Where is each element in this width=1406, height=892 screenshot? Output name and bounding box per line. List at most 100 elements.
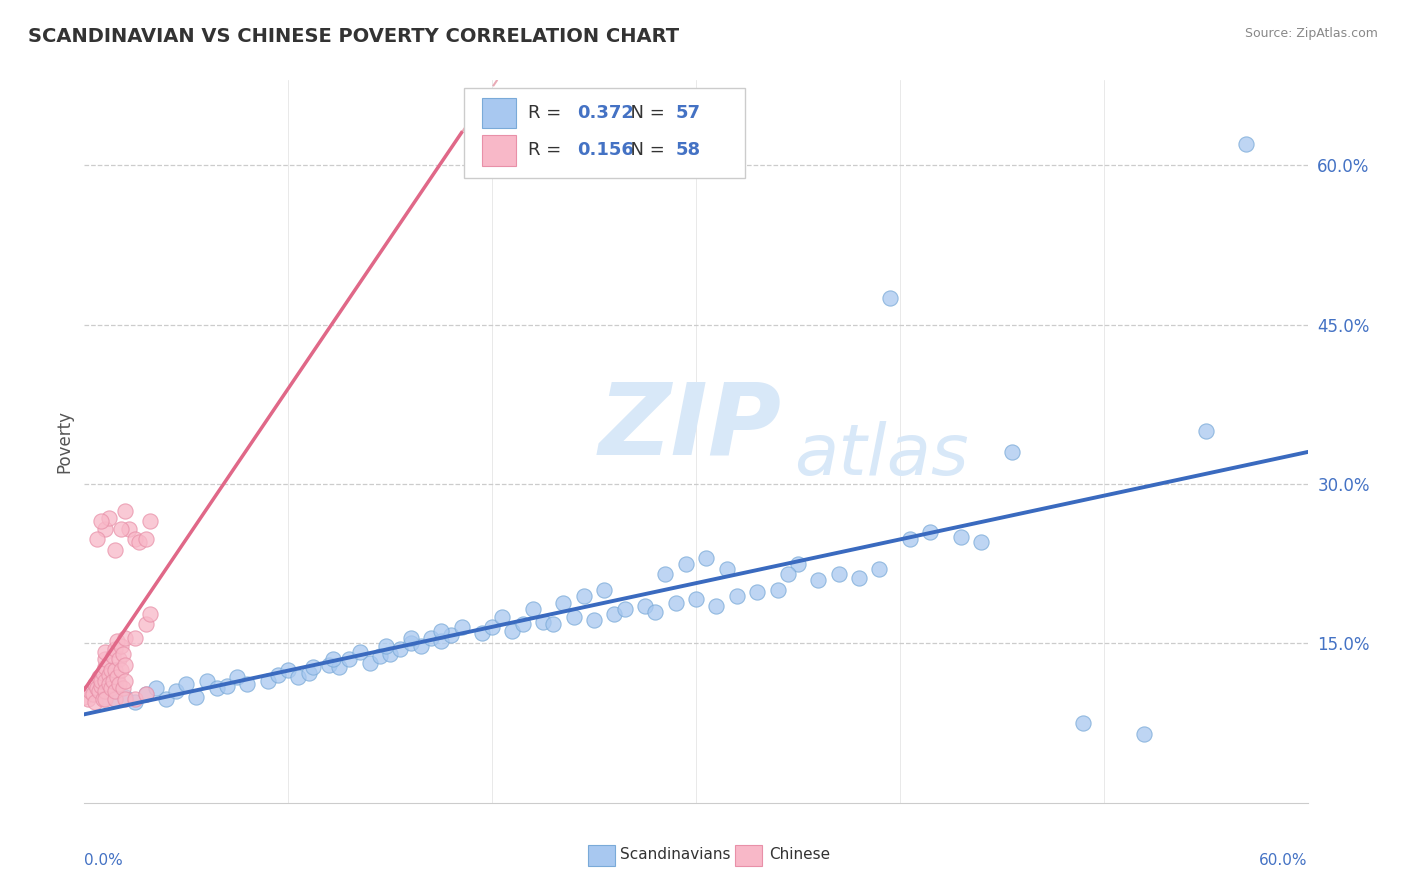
Point (90, 514, 112, 528)
Point (90, 679, 112, 693)
Point (828, 567, 851, 582)
Point (512, 617, 534, 632)
Point (716, 562, 738, 576)
Point (186, 690, 208, 704)
Point (267, 668, 290, 682)
Point (634, 599, 657, 614)
Point (491, 610, 513, 624)
Point (112, 681, 135, 695)
Point (1001, 445, 1024, 459)
Point (807, 573, 830, 587)
Point (950, 530, 973, 544)
Point (97, 511, 120, 525)
Point (298, 666, 321, 681)
Point (128, 535, 150, 549)
Text: Chinese: Chinese (769, 847, 831, 863)
Point (613, 602, 636, 616)
Point (747, 585, 769, 599)
Point (593, 583, 616, 598)
Point (174, 677, 197, 691)
Point (430, 624, 453, 638)
Point (114, 631, 136, 645)
Point (322, 652, 344, 666)
Point (409, 639, 432, 653)
Point (399, 631, 422, 645)
Point (665, 596, 688, 610)
Text: 60.0%: 60.0% (1260, 854, 1308, 869)
Point (675, 557, 697, 571)
Point (430, 634, 453, 648)
Point (531, 615, 554, 630)
Point (138, 514, 160, 528)
Point (138, 607, 160, 621)
Point (83, 684, 105, 698)
Point (124, 533, 146, 547)
Point (389, 641, 412, 656)
Point (93, 684, 115, 698)
Point (301, 660, 323, 674)
Point (970, 535, 993, 549)
Point (644, 605, 666, 619)
Point (87, 670, 110, 684)
Point (450, 620, 472, 634)
FancyBboxPatch shape (588, 845, 616, 866)
Point (108, 677, 131, 691)
FancyBboxPatch shape (464, 87, 745, 178)
Point (562, 610, 585, 624)
Point (104, 691, 127, 706)
Point (1195, 424, 1218, 438)
Point (104, 663, 127, 677)
Point (79, 684, 101, 698)
Point (110, 639, 132, 653)
Point (114, 657, 136, 672)
Point (114, 690, 136, 704)
Point (124, 631, 146, 645)
Point (695, 551, 717, 566)
Point (654, 567, 676, 582)
Point (82, 687, 104, 701)
Point (73, 690, 96, 704)
Point (83, 677, 105, 691)
Point (522, 602, 544, 616)
Point (118, 522, 141, 536)
Point (848, 570, 870, 584)
Y-axis label: Poverty: Poverty (55, 410, 73, 473)
Point (920, 524, 942, 539)
Point (105, 670, 128, 684)
FancyBboxPatch shape (735, 845, 762, 866)
Point (104, 641, 127, 656)
Point (706, 599, 728, 614)
Point (257, 673, 280, 688)
Point (93, 652, 115, 666)
Point (420, 631, 443, 645)
Point (105, 634, 128, 648)
Point (114, 503, 136, 517)
Text: Source: ZipAtlas.com: Source: ZipAtlas.com (1244, 27, 1378, 40)
Point (135, 687, 157, 701)
Point (135, 617, 157, 632)
Point (108, 652, 131, 666)
Point (104, 684, 127, 698)
Point (97, 668, 120, 682)
Point (93, 691, 115, 706)
Point (1236, 136, 1258, 151)
Point (359, 656, 381, 670)
Point (93, 673, 115, 688)
Point (135, 533, 157, 547)
Point (440, 628, 463, 642)
Text: R =: R = (529, 141, 568, 160)
Text: 58: 58 (675, 141, 700, 160)
Point (93, 690, 115, 704)
Point (124, 695, 146, 709)
Point (110, 663, 132, 677)
Text: atlas: atlas (794, 422, 969, 491)
Point (114, 691, 136, 706)
Point (787, 557, 810, 571)
Point (110, 522, 132, 536)
Text: R =: R = (529, 103, 568, 122)
Point (583, 613, 606, 627)
Point (217, 679, 239, 693)
Point (725, 589, 748, 603)
Point (380, 647, 402, 661)
Point (776, 567, 799, 582)
